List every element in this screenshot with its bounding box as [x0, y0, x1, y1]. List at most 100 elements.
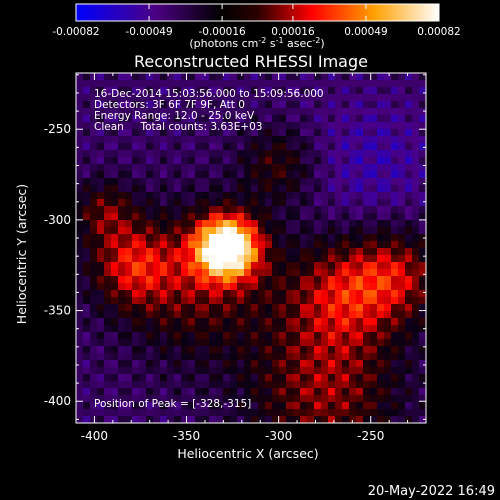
heatmap-cell: [300, 332, 308, 340]
heatmap-cell: [132, 199, 140, 207]
heatmap-cell: [314, 262, 322, 270]
heatmap-cell: [209, 227, 217, 235]
heatmap-cell: [153, 374, 161, 382]
heatmap-cell: [167, 80, 175, 88]
heatmap-cell: [237, 129, 245, 137]
heatmap-cell: [391, 108, 399, 116]
heatmap-cell: [174, 171, 182, 179]
heatmap-cell: [258, 290, 266, 298]
heatmap-cell: [111, 206, 119, 214]
heatmap-cell: [335, 199, 343, 207]
heatmap-cell: [223, 101, 231, 109]
heatmap-cell: [251, 409, 259, 417]
heatmap-cell: [139, 192, 147, 200]
heatmap-cell: [321, 241, 329, 249]
heatmap-cell: [195, 101, 203, 109]
heatmap-cell: [111, 367, 119, 375]
heatmap-cell: [97, 402, 105, 410]
heatmap-cell: [328, 353, 336, 361]
heatmap-cell: [83, 171, 91, 179]
heatmap-cell: [398, 150, 406, 158]
heatmap-cell: [237, 409, 245, 417]
heatmap-cell: [342, 234, 350, 242]
heatmap-cell: [237, 255, 245, 263]
heatmap-cell: [104, 332, 112, 340]
heatmap-cell: [272, 80, 280, 88]
heatmap-cell: [307, 199, 315, 207]
heatmap-cell: [118, 136, 126, 144]
heatmap-cell: [223, 157, 231, 165]
heatmap-cell: [230, 101, 238, 109]
heatmap-cell: [251, 353, 259, 361]
heatmap-cell: [356, 318, 364, 326]
heatmap-cell: [412, 402, 420, 410]
heatmap-cell: [97, 409, 105, 417]
heatmap-cell: [314, 164, 322, 172]
heatmap-cell: [230, 374, 238, 382]
heatmap-cell: [370, 248, 378, 256]
heatmap-cell: [307, 262, 315, 270]
heatmap-cell: [160, 178, 168, 186]
heatmap-cell: [391, 227, 399, 235]
y-tick-label: -400: [44, 394, 71, 408]
heatmap-cell: [307, 311, 315, 319]
heatmap-cell: [293, 311, 301, 319]
heatmap-cell: [195, 374, 203, 382]
heatmap-cell: [405, 164, 413, 172]
heatmap-cell: [342, 171, 350, 179]
heatmap-cell: [265, 220, 273, 228]
heatmap-cell: [160, 101, 168, 109]
heatmap-cell: [90, 87, 98, 95]
heatmap-cell: [167, 325, 175, 333]
heatmap-cell: [412, 185, 420, 193]
heatmap-cell: [230, 143, 238, 151]
heatmap-cell: [230, 185, 238, 193]
heatmap-cell: [153, 353, 161, 361]
heatmap-cell: [328, 367, 336, 375]
heatmap-cell: [139, 395, 147, 403]
heatmap-cell: [391, 122, 399, 130]
heatmap-cell: [139, 388, 147, 396]
heatmap-cell: [174, 290, 182, 298]
heatmap-cell: [265, 171, 273, 179]
heatmap-cell: [111, 80, 119, 88]
heatmap-cell: [195, 248, 203, 256]
heatmap-cell: [153, 220, 161, 228]
heatmap-cell: [146, 108, 154, 116]
heatmap-cell: [286, 94, 294, 102]
heatmap-cell: [342, 80, 350, 88]
heatmap-cell: [370, 269, 378, 277]
heatmap-cell: [328, 283, 336, 291]
heatmap-cell: [321, 73, 329, 81]
heatmap-cell: [146, 185, 154, 193]
colorbar-ticks: -0.00082 -0.00049 -0.00016 0.00016 0.00049 0.…: [52, 4, 461, 38]
heatmap-cell: [139, 262, 147, 270]
heatmap-cell: [335, 108, 343, 116]
heatmap-cell: [118, 374, 126, 382]
heatmap-cell: [272, 157, 280, 165]
heatmap-cell: [342, 192, 350, 200]
heatmap-cell: [391, 269, 399, 277]
heatmap-cell: [272, 129, 280, 137]
heatmap-cell: [97, 206, 105, 214]
heatmap-cell: [391, 325, 399, 333]
heatmap-cell: [153, 402, 161, 410]
heatmap-cell: [125, 325, 133, 333]
heatmap-cell: [272, 325, 280, 333]
heatmap-cell: [174, 178, 182, 186]
heatmap-cell: [307, 416, 315, 423]
heatmap-cell: [370, 115, 378, 123]
heatmap-cell: [216, 143, 224, 151]
heatmap-cell: [384, 80, 392, 88]
y-axis: -400-350-300-250: [44, 74, 426, 420]
heatmap-cell: [356, 234, 364, 242]
heatmap-cell: [181, 276, 189, 284]
heatmap-cell: [370, 290, 378, 298]
heatmap-cell: [370, 80, 378, 88]
heatmap-cell: [356, 367, 364, 375]
heatmap-cell: [272, 381, 280, 389]
heatmap-cell: [377, 115, 385, 123]
heatmap-cell: [167, 360, 175, 368]
heatmap-cell: [188, 122, 196, 130]
heatmap-cell: [286, 374, 294, 382]
